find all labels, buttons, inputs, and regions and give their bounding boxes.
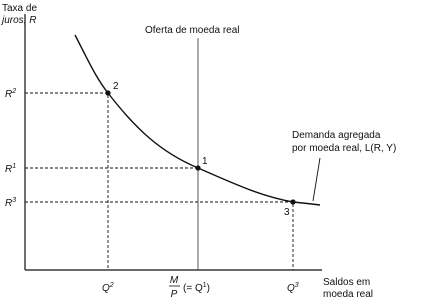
text-part: R xyxy=(5,164,12,175)
point-label: 2 xyxy=(113,81,119,92)
demand-curve xyxy=(74,34,321,206)
demand-label: Demanda agregada xyxy=(292,130,381,141)
text-part: ) xyxy=(207,283,210,294)
text-part: 2 xyxy=(11,88,16,95)
guide-3 xyxy=(25,201,294,270)
x-tick-label: M xyxy=(170,275,179,286)
text-part: (= Q xyxy=(183,283,203,294)
x-tick-label: (= Q1) xyxy=(183,282,210,294)
point xyxy=(290,199,296,205)
supply-label: Oferta de moeda real xyxy=(145,25,240,36)
text-part: 2 xyxy=(109,282,114,289)
text-part: 1 xyxy=(12,163,16,170)
text-part: R xyxy=(5,198,12,209)
y-tick-label: R1 xyxy=(5,163,16,175)
y-axis-title: Taxa de xyxy=(2,3,37,14)
x-tick-label: P xyxy=(171,289,178,300)
point-label: 3 xyxy=(284,207,290,218)
point xyxy=(195,165,201,171)
text-part: 3 xyxy=(12,197,16,204)
demand-label: por moeda real, L(R, Y) xyxy=(292,143,396,154)
y-axis-title: juros, R xyxy=(0,15,36,26)
x-axis-title: moeda real xyxy=(323,289,373,300)
y-tick-label: R3 xyxy=(5,197,16,209)
text-part: Q xyxy=(287,283,295,294)
point-label: 1 xyxy=(202,156,208,167)
text-part: 1 xyxy=(203,282,207,289)
point xyxy=(105,90,111,96)
x-tick-label: Q3 xyxy=(287,282,299,294)
text-part: 3 xyxy=(295,282,299,289)
label-pointer xyxy=(312,157,321,202)
y-tick-label: R2 xyxy=(5,88,16,100)
text-part: Q xyxy=(102,283,110,294)
guide-2 xyxy=(25,92,109,270)
text-part: R xyxy=(5,89,12,100)
x-tick-label: Q2 xyxy=(102,282,114,294)
x-axis-title: Saldos em xyxy=(323,277,370,288)
